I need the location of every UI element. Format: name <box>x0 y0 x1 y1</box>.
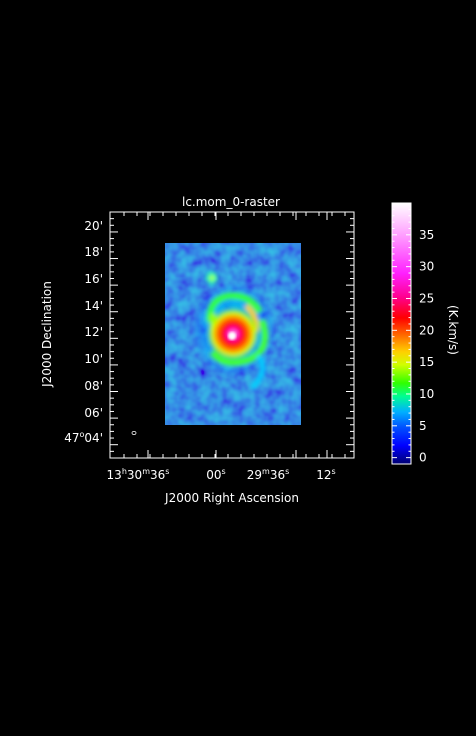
y-tick-label-06: 06' <box>84 406 103 420</box>
x-tick-label-12: 12s <box>316 467 335 482</box>
y-tick-label-08: 08' <box>84 379 103 393</box>
chart-title: lc.mom_0-raster <box>182 195 280 209</box>
y-tick-label-16: 16' <box>84 272 103 286</box>
intensity-map <box>131 243 301 435</box>
colorbar-tick-label: 0 <box>419 451 427 465</box>
y-tick-label-14: 14' <box>84 299 103 313</box>
colorbar-tick-label: 35 <box>419 228 434 242</box>
y-axis-label: J2000 Declination <box>40 281 54 388</box>
colorbar-frame <box>391 202 412 465</box>
colorbar: 0 5 10 15 20 25 30 35 (K.km/s) <box>391 202 460 465</box>
spiral-arm <box>206 292 264 323</box>
colorbar-tick-label: 20 <box>419 323 434 337</box>
colorbar-label: (K.km/s) <box>446 305 460 355</box>
y-tick-label-12: 12' <box>84 325 103 339</box>
y-tick-label-20: 20' <box>84 219 103 233</box>
x-tick-marks <box>123 212 346 458</box>
y-tick-label-04: 47o04' <box>64 430 103 445</box>
y-tick-labels: 47o04' 06' 08' 10' 12' 14' 16' 18' 20' <box>64 219 103 445</box>
colorbar-tick-label: 25 <box>419 291 434 305</box>
colorbar-ticks: 0 5 10 15 20 25 30 35 <box>392 208 434 465</box>
colorbar-tick-label: 15 <box>419 355 434 369</box>
x-tick-labels: 13h30m36s 00s 29m36s 12s <box>107 467 336 482</box>
spiral-arm <box>209 318 269 367</box>
plot-frame <box>109 211 355 459</box>
colorbar-tick-label: 30 <box>419 260 434 274</box>
colorbar-tick-label: 5 <box>419 419 427 433</box>
colorbar-gradient <box>392 203 411 464</box>
beam-marker <box>131 430 137 435</box>
colorbar-tick-label: 10 <box>419 387 434 401</box>
x-tick-label-00: 00s <box>206 467 225 482</box>
x-tick-label-2936: 29m36s <box>247 467 290 482</box>
y-tick-marks <box>110 218 354 452</box>
y-tick-label-10: 10' <box>84 352 103 366</box>
y-tick-label-18: 18' <box>84 245 103 259</box>
x-tick-label-133036: 13h30m36s <box>107 467 170 482</box>
x-axis-label: J2000 Right Ascension <box>164 491 299 505</box>
